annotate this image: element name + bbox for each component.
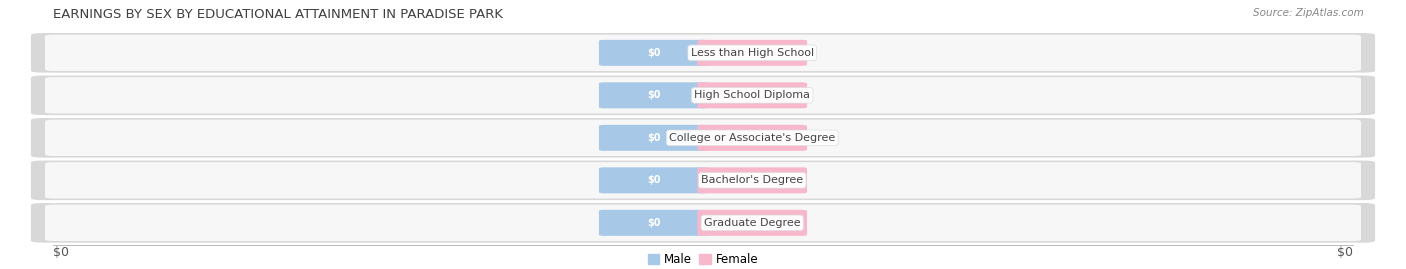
Text: Less than High School: Less than High School <box>690 48 814 58</box>
Legend: Male, Female: Male, Female <box>648 253 758 266</box>
FancyBboxPatch shape <box>31 33 1375 73</box>
Text: $0: $0 <box>745 133 759 143</box>
Text: High School Diploma: High School Diploma <box>695 90 810 100</box>
Text: EARNINGS BY SEX BY EDUCATIONAL ATTAINMENT IN PARADISE PARK: EARNINGS BY SEX BY EDUCATIONAL ATTAINMEN… <box>53 8 503 21</box>
Text: $0: $0 <box>745 175 759 185</box>
FancyBboxPatch shape <box>697 40 807 66</box>
Text: $0: $0 <box>53 246 69 259</box>
FancyBboxPatch shape <box>45 77 1361 114</box>
FancyBboxPatch shape <box>31 76 1375 115</box>
FancyBboxPatch shape <box>45 162 1361 199</box>
Text: $0: $0 <box>647 48 661 58</box>
FancyBboxPatch shape <box>45 205 1361 241</box>
Text: Source: ZipAtlas.com: Source: ZipAtlas.com <box>1253 8 1364 18</box>
Text: Graduate Degree: Graduate Degree <box>704 218 800 228</box>
FancyBboxPatch shape <box>697 210 807 236</box>
FancyBboxPatch shape <box>45 120 1361 156</box>
Text: $0: $0 <box>1337 246 1353 259</box>
FancyBboxPatch shape <box>599 167 709 193</box>
FancyBboxPatch shape <box>697 82 807 108</box>
FancyBboxPatch shape <box>599 40 709 66</box>
FancyBboxPatch shape <box>31 118 1375 158</box>
Text: Bachelor's Degree: Bachelor's Degree <box>702 175 803 185</box>
Text: $0: $0 <box>745 90 759 100</box>
FancyBboxPatch shape <box>31 161 1375 200</box>
FancyBboxPatch shape <box>45 35 1361 71</box>
Text: $0: $0 <box>745 48 759 58</box>
Text: $0: $0 <box>647 218 661 228</box>
Text: College or Associate's Degree: College or Associate's Degree <box>669 133 835 143</box>
FancyBboxPatch shape <box>599 82 709 108</box>
FancyBboxPatch shape <box>697 125 807 151</box>
Text: $0: $0 <box>647 133 661 143</box>
FancyBboxPatch shape <box>31 203 1375 243</box>
Text: $0: $0 <box>647 90 661 100</box>
FancyBboxPatch shape <box>599 125 709 151</box>
FancyBboxPatch shape <box>697 167 807 193</box>
FancyBboxPatch shape <box>599 210 709 236</box>
Text: $0: $0 <box>647 175 661 185</box>
Text: $0: $0 <box>745 218 759 228</box>
